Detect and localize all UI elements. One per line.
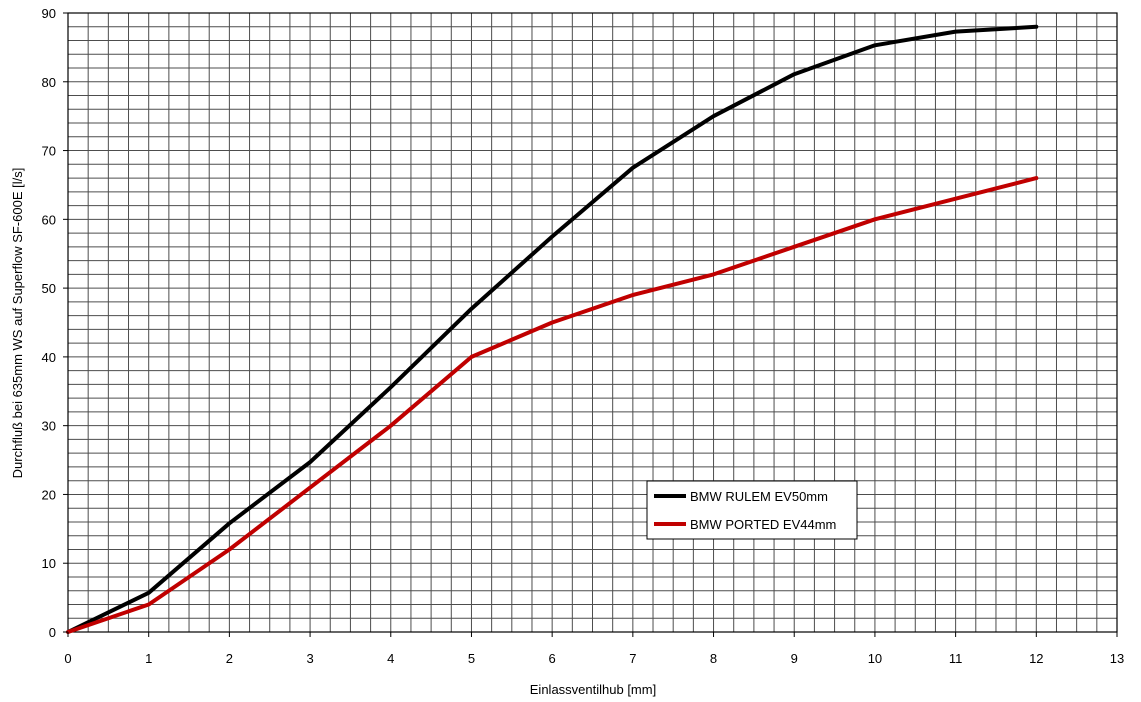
x-tick-label: 6 bbox=[549, 651, 556, 666]
legend: BMW RULEM EV50mm BMW PORTED EV44mm bbox=[646, 480, 858, 540]
y-tick-label: 20 bbox=[42, 487, 56, 502]
x-tick-label: 10 bbox=[868, 651, 882, 666]
x-tick-label: 5 bbox=[468, 651, 475, 666]
plot-border bbox=[67, 12, 1118, 633]
y-tick-label: 10 bbox=[42, 556, 56, 571]
y-tick-label: 80 bbox=[42, 75, 56, 90]
legend-box bbox=[646, 480, 858, 540]
grid bbox=[68, 13, 1117, 632]
x-tick-label: 0 bbox=[64, 651, 71, 666]
x-tick-label: 13 bbox=[1110, 651, 1124, 666]
axes bbox=[67, 12, 1118, 633]
series-lines bbox=[66, 24, 1039, 634]
x-tick-label: 12 bbox=[1029, 651, 1043, 666]
legend-label-rulem: BMW RULEM EV50mm bbox=[690, 489, 828, 504]
x-tick-label: 1 bbox=[145, 651, 152, 666]
x-axis-title: Einlassventilhub [mm] bbox=[530, 682, 656, 697]
y-tick-label: 40 bbox=[42, 350, 56, 365]
y-tick-label: 60 bbox=[42, 212, 56, 227]
x-tick-label: 8 bbox=[710, 651, 717, 666]
x-tick-label: 4 bbox=[387, 651, 394, 666]
x-tick-label: 7 bbox=[629, 651, 636, 666]
y-tick-label: 90 bbox=[42, 6, 56, 21]
x-tick-label: 9 bbox=[791, 651, 798, 666]
y-axis-title: Durchfluß bei 635mm WS auf Superflow SF-… bbox=[10, 168, 25, 479]
x-tick-label: 11 bbox=[949, 651, 963, 666]
y-tick-label: 50 bbox=[42, 281, 56, 296]
y-tick-label: 0 bbox=[49, 625, 56, 640]
y-tick-label: 70 bbox=[42, 144, 56, 159]
x-tick-label: 3 bbox=[306, 651, 313, 666]
legend-label-ported: BMW PORTED EV44mm bbox=[690, 517, 836, 532]
x-tick-label: 2 bbox=[226, 651, 233, 666]
y-tick-label: 30 bbox=[42, 419, 56, 434]
